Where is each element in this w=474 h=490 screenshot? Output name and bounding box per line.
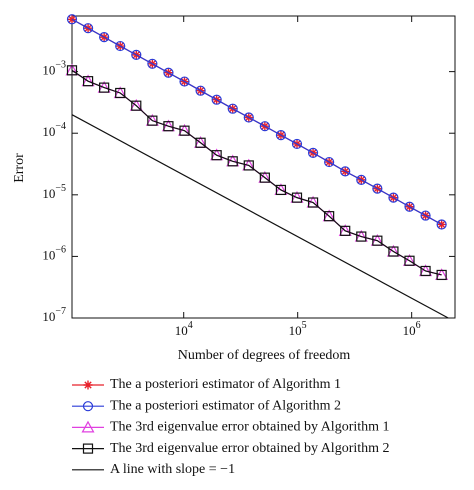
marker bbox=[324, 156, 335, 168]
tick-label: 105 bbox=[289, 320, 307, 338]
marker bbox=[259, 172, 270, 183]
series-line bbox=[71, 69, 442, 276]
marker bbox=[291, 192, 303, 203]
marker bbox=[259, 121, 270, 132]
marker bbox=[388, 246, 399, 257]
marker bbox=[307, 147, 319, 158]
marker bbox=[243, 160, 254, 171]
marker bbox=[82, 76, 94, 87]
marker bbox=[307, 197, 319, 208]
marker bbox=[131, 100, 142, 111]
series-line bbox=[71, 69, 442, 276]
marker bbox=[404, 255, 415, 266]
marker bbox=[179, 76, 190, 87]
marker bbox=[163, 121, 174, 132]
marker bbox=[66, 65, 78, 76]
marker bbox=[147, 58, 158, 69]
marker bbox=[147, 115, 158, 126]
marker bbox=[227, 156, 238, 167]
tick-label: 10−6 bbox=[42, 245, 66, 263]
tick-label: 10−3 bbox=[42, 60, 66, 78]
marker bbox=[99, 32, 110, 43]
marker bbox=[81, 420, 95, 433]
marker bbox=[66, 14, 78, 25]
legend-label: The 3rd eigenvalue error obtained by Alg… bbox=[110, 420, 390, 435]
reference-line bbox=[71, 114, 449, 319]
marker bbox=[340, 166, 351, 177]
legend-label: A line with slope = −1 bbox=[110, 462, 235, 477]
marker bbox=[436, 269, 447, 281]
marker bbox=[82, 23, 94, 34]
marker bbox=[356, 174, 367, 185]
y-axis-label: Error bbox=[12, 153, 27, 183]
marker bbox=[227, 103, 238, 114]
marker bbox=[211, 94, 222, 105]
marker bbox=[420, 210, 431, 221]
marker bbox=[372, 235, 383, 246]
marker bbox=[82, 401, 94, 412]
tick-label: 104 bbox=[175, 320, 193, 338]
marker bbox=[211, 150, 222, 161]
marker bbox=[324, 211, 335, 222]
marker bbox=[404, 201, 415, 212]
x-axis-label: Number of degrees of freedom bbox=[178, 348, 351, 363]
marker bbox=[340, 225, 351, 236]
marker bbox=[436, 219, 447, 230]
marker bbox=[356, 231, 367, 242]
tick-label: 10−7 bbox=[42, 306, 66, 324]
marker bbox=[275, 184, 287, 196]
tick-label: 10−4 bbox=[42, 122, 66, 140]
marker bbox=[179, 125, 190, 136]
marker bbox=[163, 67, 174, 78]
plot-frame bbox=[71, 15, 456, 319]
tick-label: 10−5 bbox=[42, 183, 66, 201]
marker bbox=[83, 380, 93, 390]
marker bbox=[99, 82, 110, 93]
legend-label: The a posteriori estimator of Algorithm … bbox=[110, 398, 341, 413]
marker bbox=[131, 49, 142, 60]
marker bbox=[195, 137, 206, 148]
marker bbox=[291, 138, 303, 150]
tick-label: 106 bbox=[403, 320, 421, 338]
marker bbox=[82, 443, 94, 454]
legend-label: The a posteriori estimator of Algorithm … bbox=[110, 377, 341, 392]
marker bbox=[195, 85, 206, 96]
marker bbox=[115, 87, 126, 99]
marker bbox=[115, 40, 126, 52]
legend-label: The 3rd eigenvalue error obtained by Alg… bbox=[110, 441, 390, 456]
series-line bbox=[71, 18, 442, 225]
marker bbox=[243, 112, 254, 123]
marker bbox=[420, 265, 431, 277]
marker bbox=[372, 183, 383, 194]
marker bbox=[388, 192, 399, 203]
marker bbox=[275, 130, 287, 141]
